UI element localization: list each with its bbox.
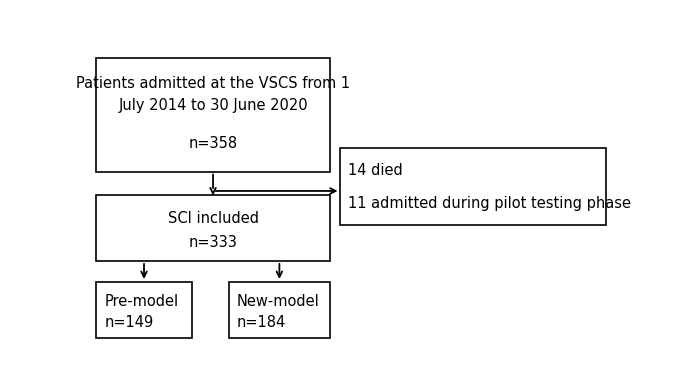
Text: n=184: n=184 (237, 315, 286, 330)
Text: 11 admitted during pilot testing phase: 11 admitted during pilot testing phase (349, 196, 632, 211)
Text: July 2014 to 30 June 2020: July 2014 to 30 June 2020 (119, 98, 308, 113)
Text: New-model: New-model (237, 294, 320, 309)
FancyBboxPatch shape (96, 58, 329, 171)
Text: Patients admitted at the VSCS from 1: Patients admitted at the VSCS from 1 (76, 76, 350, 91)
FancyBboxPatch shape (340, 148, 606, 225)
FancyBboxPatch shape (96, 195, 329, 261)
Text: n=149: n=149 (104, 315, 153, 330)
FancyBboxPatch shape (229, 282, 329, 339)
Text: SCI included: SCI included (168, 211, 258, 226)
Text: n=333: n=333 (188, 235, 238, 250)
Text: 14 died: 14 died (349, 163, 403, 178)
Text: n=358: n=358 (188, 136, 238, 151)
Text: Pre-model: Pre-model (104, 294, 178, 309)
FancyBboxPatch shape (96, 282, 192, 339)
